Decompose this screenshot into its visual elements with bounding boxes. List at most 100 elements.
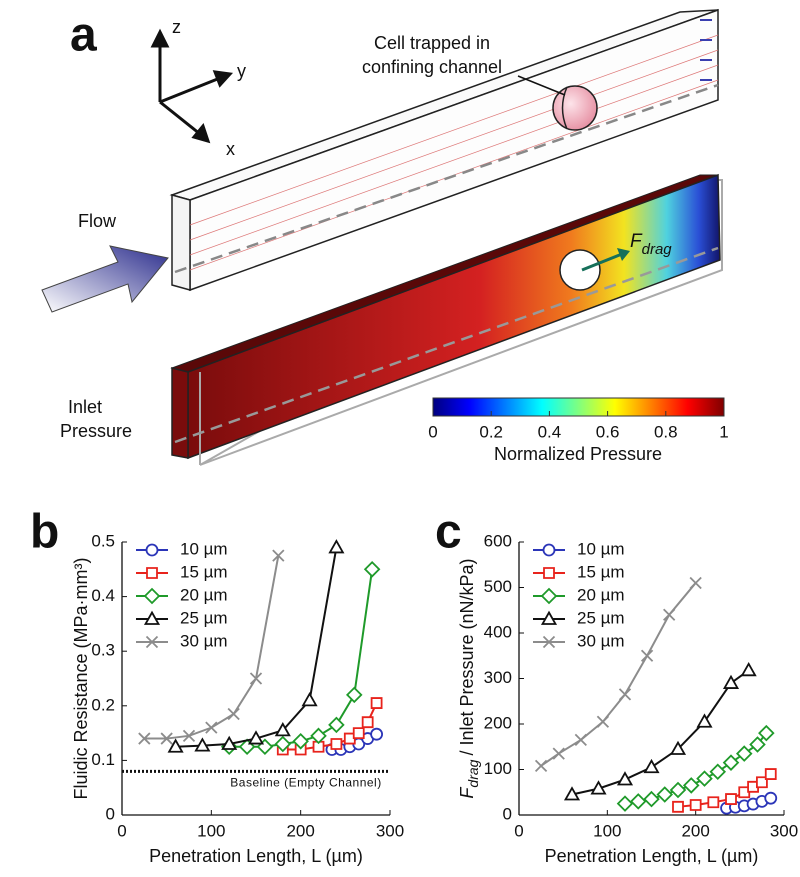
marker: [143, 587, 161, 605]
marker: [274, 722, 291, 737]
streamline: [189, 34, 719, 226]
marker: [542, 635, 556, 649]
legend-label: 30 µm: [180, 631, 228, 650]
colorbar-tick-label: 0.8: [654, 422, 678, 441]
marker: [747, 780, 759, 793]
legend-label: 20 µm: [180, 585, 228, 604]
marker: [656, 786, 674, 803]
axis-arrow: [159, 76, 221, 104]
x-tick-label: 0: [514, 821, 523, 840]
marker: [749, 736, 766, 753]
series-line: [229, 569, 374, 748]
arrow-head: [212, 70, 234, 88]
marker: [146, 567, 158, 579]
marker: [663, 608, 676, 621]
marker: [740, 661, 757, 677]
force-subscript: drag: [642, 241, 673, 258]
axis-triad: [150, 28, 234, 144]
legend-label: 20 µm: [577, 585, 625, 604]
force-symbol: F: [630, 231, 643, 252]
marker: [272, 549, 285, 562]
centerline: [174, 83, 719, 274]
colorbar-tick-label: 0.4: [538, 422, 562, 441]
panel-label: c: [435, 506, 462, 559]
marker: [249, 672, 263, 685]
marker: [563, 786, 581, 801]
marker: [590, 780, 607, 795]
marker: [361, 716, 374, 729]
marker: [543, 567, 555, 579]
marker: [618, 688, 632, 701]
marker: [643, 790, 660, 808]
legend-label: 10 µm: [180, 539, 228, 558]
force-label: Fdrag: [630, 231, 672, 258]
colorbar: [432, 397, 725, 417]
marker: [709, 763, 727, 781]
callout: Cell trapped in: [374, 33, 490, 53]
marker: [143, 610, 161, 625]
x-tick-label: 200: [681, 821, 709, 840]
marker: [616, 795, 634, 812]
marker: [274, 735, 292, 753]
inlet-label: Pressure: [60, 421, 132, 441]
y-tick-label: 100: [484, 759, 512, 778]
marker: [552, 747, 565, 760]
baseline-label: Baseline (Empty Channel): [230, 775, 381, 789]
marker: [672, 800, 684, 813]
marker: [205, 721, 218, 734]
cell: [559, 249, 601, 291]
flow-label: Flow: [78, 211, 117, 231]
marker: [292, 733, 309, 750]
velocity-arrows: [700, 19, 712, 81]
x-tick-label: 300: [376, 821, 404, 840]
marker: [145, 543, 159, 557]
panel-a: a z y x: [41, 8, 725, 466]
x-tick-label: 100: [197, 821, 225, 840]
marker: [722, 754, 740, 771]
marker: [758, 724, 775, 742]
marker: [629, 793, 647, 810]
y-tick-label: 0.2: [91, 695, 115, 714]
marker: [363, 561, 381, 578]
centerline: [174, 246, 719, 444]
y-tick-label: 400: [484, 622, 512, 641]
y-label-text: / Inlet Pressure (nN/kPa): [457, 558, 477, 755]
marker: [669, 740, 687, 755]
marker: [574, 733, 587, 747]
colorbar-label: Normalized Pressure: [494, 444, 662, 464]
marker: [138, 732, 151, 745]
arrow-head: [150, 28, 170, 48]
x-axis-label: Penetration Length, L (µm): [149, 846, 363, 866]
marker: [182, 729, 196, 742]
y-label-subscript: drag: [465, 759, 481, 787]
marker: [735, 745, 753, 762]
axis-arrow: [159, 100, 201, 136]
marker: [534, 759, 548, 772]
marker: [310, 727, 327, 745]
marker: [167, 738, 184, 753]
legend-label: 15 µm: [577, 562, 625, 581]
marker: [194, 737, 211, 752]
series-line: [540, 582, 697, 767]
y-tick-label: 0.1: [91, 750, 115, 769]
marker: [696, 713, 713, 728]
marker: [227, 707, 240, 721]
marker: [145, 635, 159, 649]
flow-arrow: [41, 245, 169, 313]
y-tick-label: 500: [484, 577, 512, 596]
marker: [682, 777, 700, 794]
marker: [616, 771, 634, 786]
channel-face: [171, 194, 191, 291]
axis-label: x: [226, 139, 235, 159]
y-tick-label: 200: [484, 713, 512, 732]
y-tick-label: 0: [503, 804, 512, 823]
marker: [160, 732, 173, 745]
upper-channel: [169, 8, 719, 292]
legend-label: 15 µm: [180, 562, 228, 581]
marker: [540, 587, 558, 605]
panel-label: b: [30, 506, 59, 559]
streamline: [189, 64, 719, 256]
cell-outline: [561, 86, 568, 130]
y-tick-label: 0: [106, 804, 115, 823]
